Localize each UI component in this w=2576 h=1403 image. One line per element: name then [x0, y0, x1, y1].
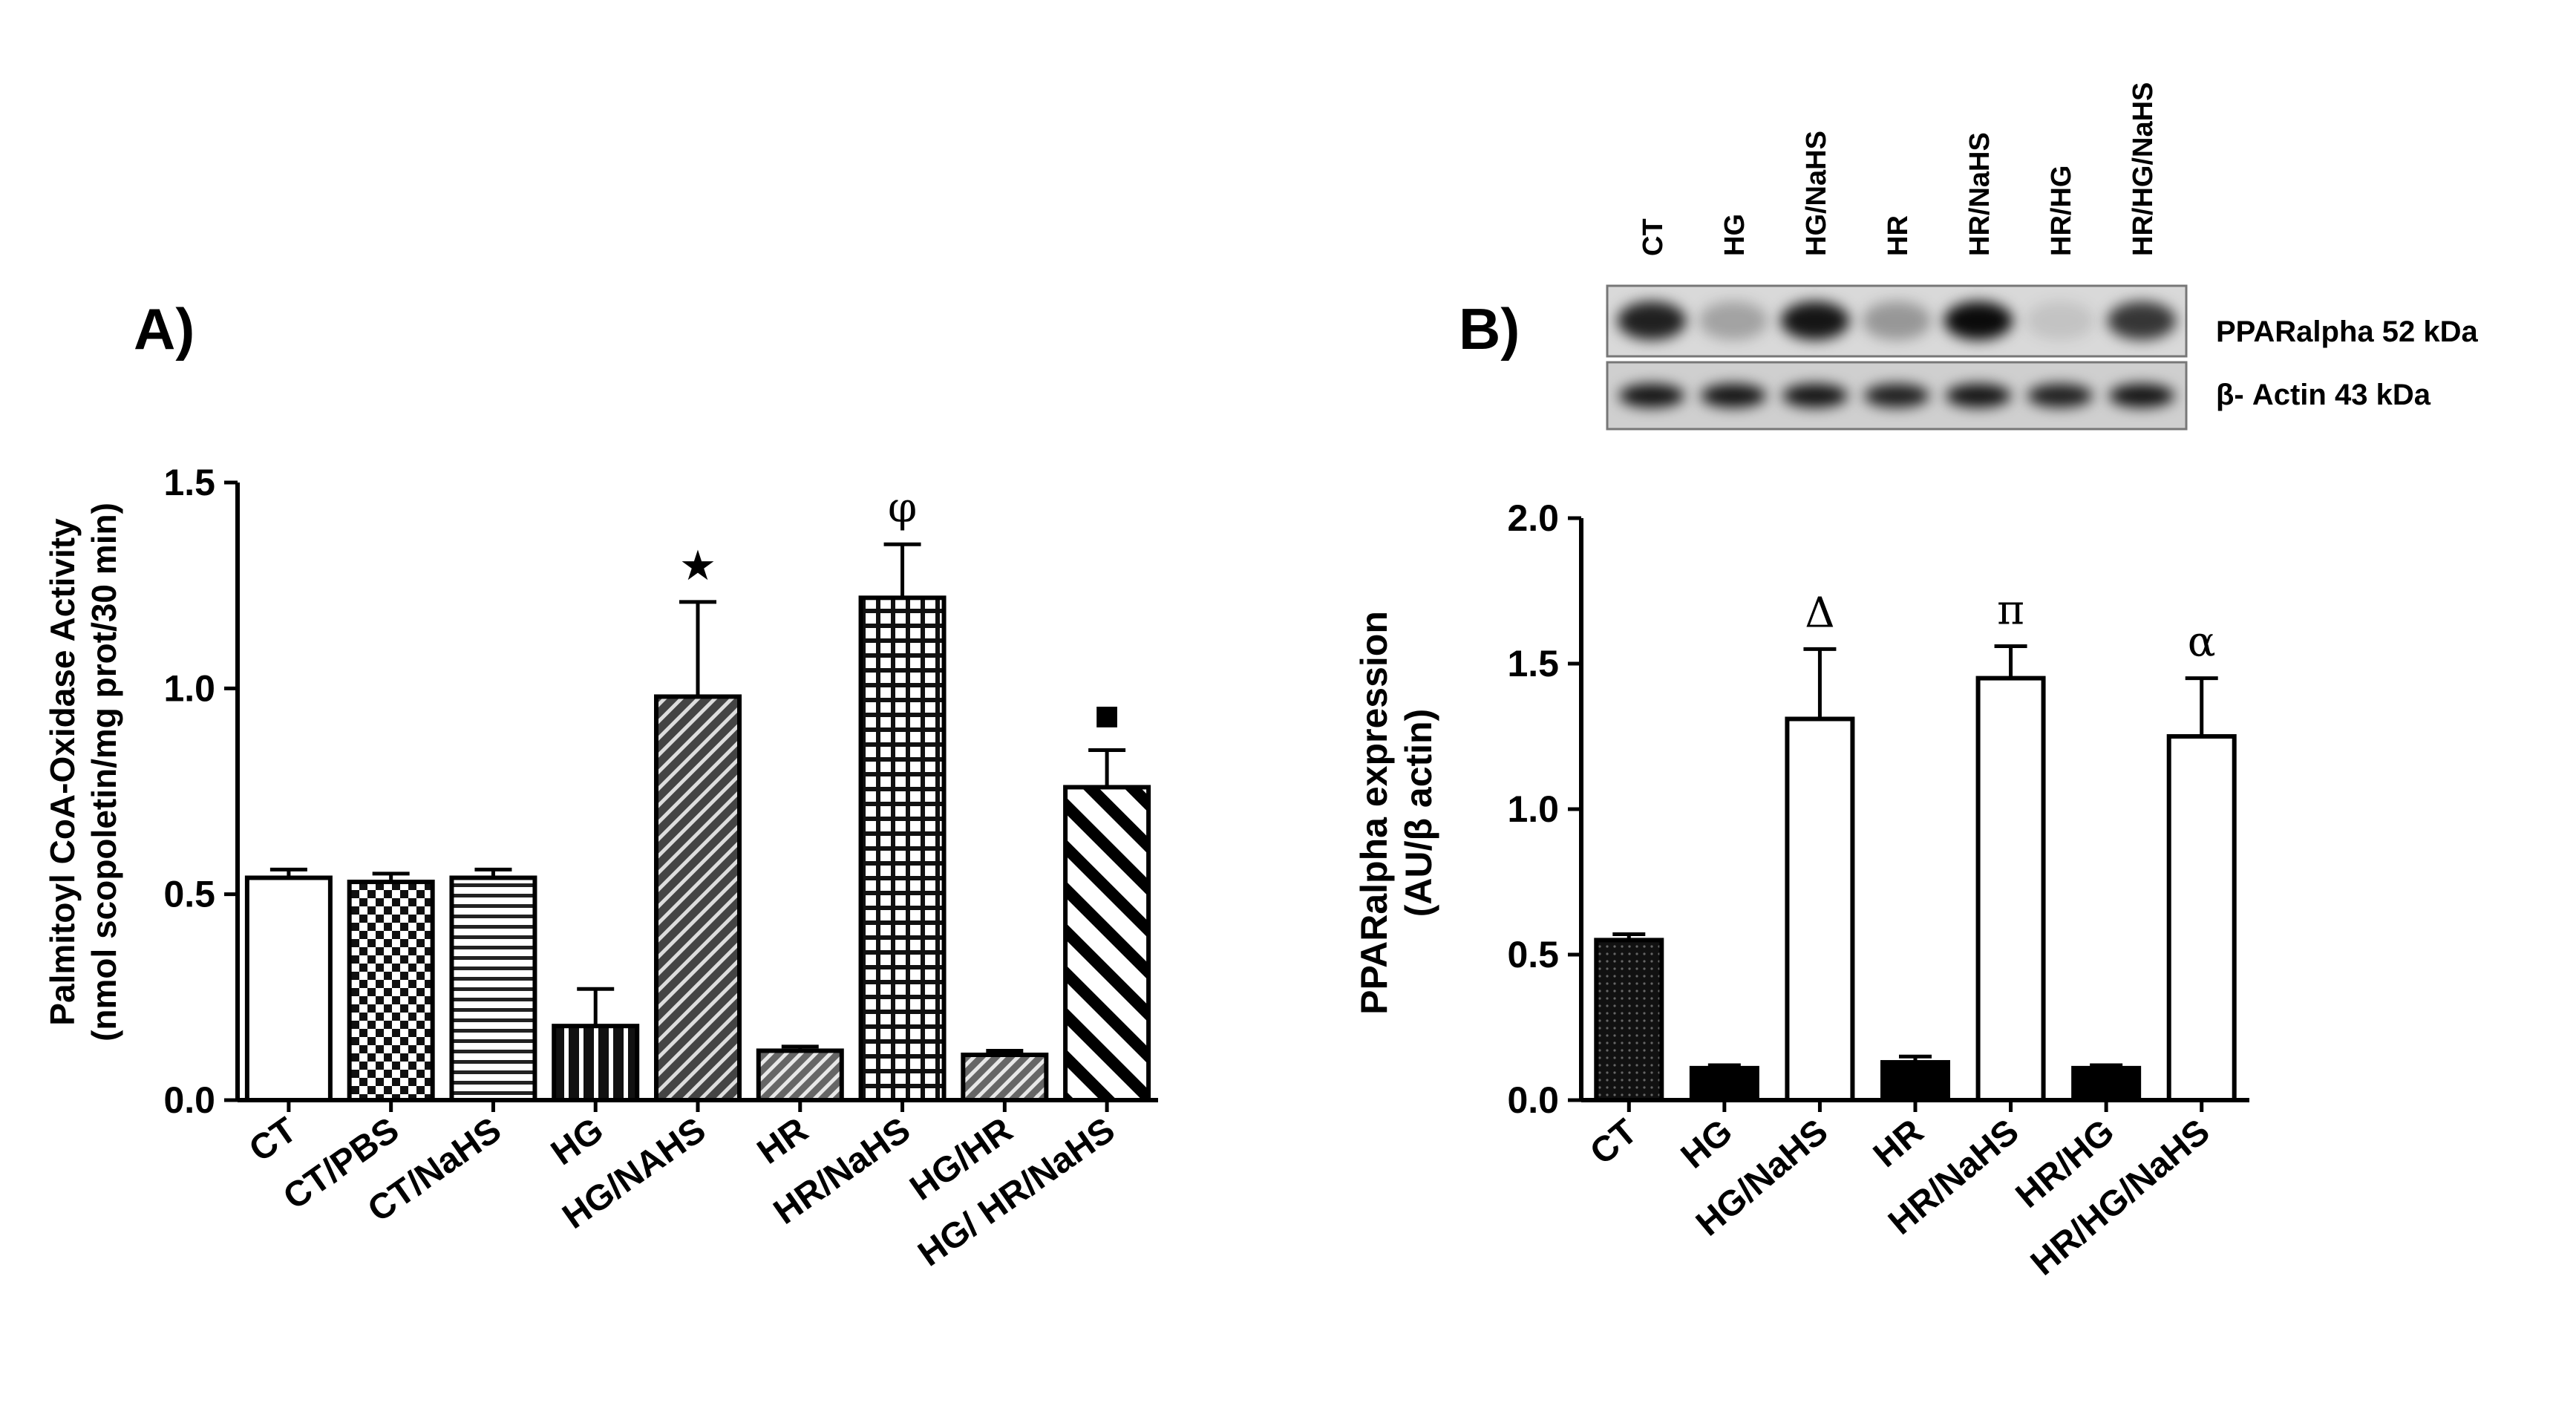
bar-hg-nahs — [1785, 716, 1855, 1102]
y-tick-label: 1.0 — [1507, 788, 1559, 830]
bar-hg — [1689, 1065, 1759, 1103]
blot-lane-label: HR — [1883, 215, 1914, 256]
significance-marker: π — [1997, 586, 2024, 634]
blot-ppar-band — [2025, 301, 2095, 340]
y-tick-label: 1.5 — [1507, 643, 1559, 684]
bar-hr-nahs — [1975, 676, 2046, 1102]
significance-marker: ★ — [679, 542, 716, 590]
bar-ct — [244, 875, 333, 1102]
blot-ppar-band — [1944, 301, 2013, 340]
y-tick-label: 2.0 — [1507, 497, 1559, 539]
panel-a-label: A) — [134, 296, 194, 362]
panel-b-ylabel-line2: (AU/β actin) — [1398, 709, 1439, 918]
blot-lane-label: HR/HG/NaHS — [2128, 82, 2159, 256]
x-tick-label: CT — [1583, 1112, 1644, 1173]
bar-hg-hr-nahs — [1063, 785, 1151, 1103]
panel-b-chart: B) PPARalpha expression (AU/β actin) 0.0… — [1353, 296, 2249, 1283]
y-tick-label: 0.0 — [1507, 1079, 1559, 1121]
western-blot: CT HG HG/NaHS HR HR/NaHS HR/HG HR/HG/NaHS PPAR… — [1606, 82, 2478, 431]
x-tick-label: CT — [242, 1111, 304, 1170]
bar-ct-pbs — [347, 880, 435, 1102]
bar-hg — [552, 1024, 640, 1103]
significance-marker: ▪ — [1093, 690, 1121, 739]
significance-marker: Δ — [1805, 589, 1834, 637]
y-tick-label: 0.5 — [163, 874, 215, 915]
blot-actin-band — [2027, 384, 2093, 408]
bar-hr — [1880, 1060, 1950, 1103]
panel-a-ylabel-line2: (nmol scopoletin/mg prot/30 min) — [85, 503, 123, 1041]
significance-marker: φ — [888, 484, 917, 532]
blot-ppar-band — [1617, 301, 1687, 340]
y-tick-label: 1.0 — [163, 667, 215, 709]
blot-lane-label: HR/NaHS — [1964, 132, 1995, 256]
bar-ct — [1594, 938, 1664, 1103]
bar-hg-hr — [961, 1052, 1049, 1103]
significance-marker: α — [2188, 618, 2216, 667]
blot-lane-label: HG/NaHS — [1801, 131, 1832, 256]
bar-hg-nahs — [654, 694, 742, 1102]
bar-hr — [756, 1048, 844, 1102]
blot-actin-band — [1619, 384, 1684, 408]
panel-b-label: B) — [1459, 296, 1520, 362]
blot-actin-band — [2109, 384, 2174, 408]
blot-actin-band — [1701, 384, 1766, 408]
y-tick-label: 0.0 — [163, 1079, 215, 1121]
x-tick-label: HR — [1866, 1112, 1931, 1175]
panel-a-ylabel-line1: Palmitoyl CoA-Oxidase Activity — [43, 518, 82, 1026]
x-tick-label: HG — [544, 1111, 610, 1174]
panel-b-ylabel-line1: PPARalpha expression — [1353, 611, 1395, 1015]
x-tick-label: HG — [1674, 1112, 1740, 1177]
blot-lane-label: CT — [1638, 218, 1669, 256]
bar-ct-nahs — [449, 875, 537, 1102]
bar-hr-hg — [2071, 1065, 2142, 1103]
bar-hr-hg-nahs — [2166, 734, 2237, 1102]
panel-a-chart: A) Palmitoyl CoA-Oxidase Activity (nmol … — [43, 296, 1158, 1274]
blot-ppar-band — [2107, 301, 2177, 340]
blot-lane-label: HG — [1719, 214, 1750, 256]
blot-actin-band — [1864, 384, 1929, 408]
blot-lane-label: HR/HG — [2046, 166, 2077, 256]
bar-hr-nahs — [858, 595, 947, 1102]
blot-actin-band — [1946, 384, 2011, 408]
blot-actin-label: β- Actin 43 kDa — [2216, 379, 2431, 411]
y-tick-label: 0.5 — [1507, 934, 1559, 975]
y-tick-label: 1.5 — [163, 462, 215, 503]
blot-ppar-band — [1862, 301, 1932, 340]
x-tick-label: HR — [751, 1111, 815, 1172]
blot-actin-band — [1782, 384, 1848, 408]
blot-ppar-band — [1780, 301, 1850, 340]
blot-ppar-band — [1699, 301, 1768, 340]
blot-ppar-label: PPARalpha 52 kDa — [2216, 315, 2478, 348]
